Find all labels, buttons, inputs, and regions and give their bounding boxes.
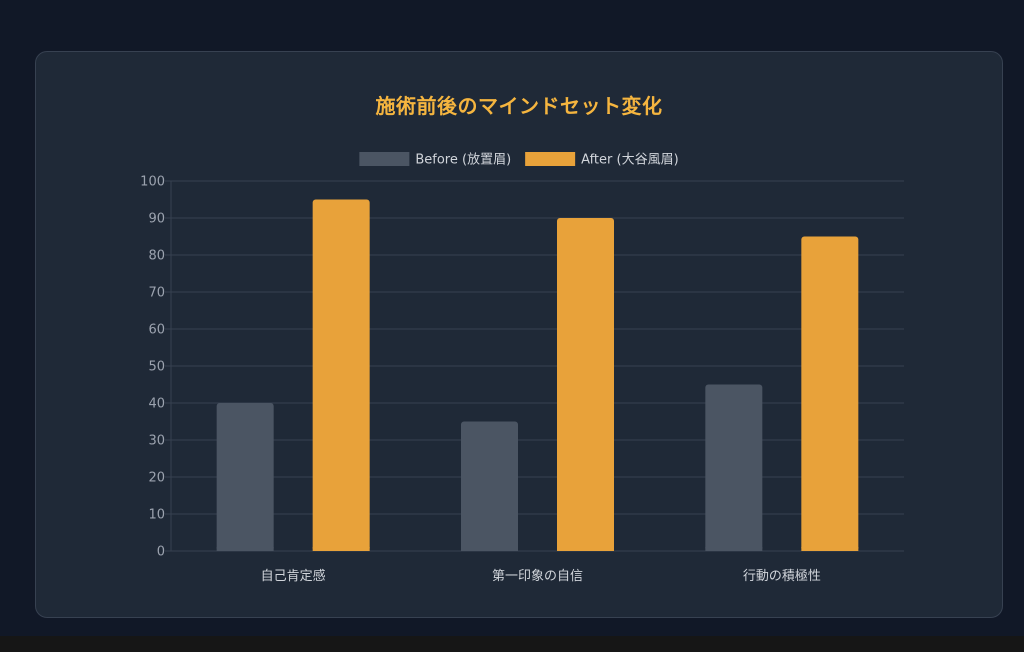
bar-before-base <box>705 547 763 551</box>
legend-label-after: After (大谷風眉) <box>581 153 679 168</box>
bottom-strip <box>0 636 1024 652</box>
y-tick-label: 50 <box>148 360 165 375</box>
x-category-label: 第一印象の自信 <box>492 569 583 584</box>
y-tick-label: 40 <box>148 397 165 412</box>
bar-before-base <box>216 547 274 551</box>
y-tick-label: 10 <box>148 508 165 523</box>
legend-label-before: Before (放置眉) <box>415 153 511 168</box>
chart-card: 施術前後のマインドセット変化 0 10 20 30 40 50 60 70 80 90 100 自己肯… <box>35 51 1003 618</box>
x-category-label: 自己肯定感 <box>261 568 326 584</box>
bar-after-base <box>557 547 614 551</box>
y-tick-label: 90 <box>148 212 165 227</box>
bar-after <box>557 218 614 551</box>
chart-title: 施術前後のマインドセット変化 <box>375 94 663 118</box>
bar-before <box>705 384 763 551</box>
bar-before <box>461 421 518 551</box>
bar-after <box>801 236 859 551</box>
legend-swatch-before <box>359 152 410 166</box>
legend: Before (放置眉) After (大谷風眉) <box>359 152 679 168</box>
y-tick-label: 60 <box>148 323 165 338</box>
bar-before <box>216 403 274 551</box>
y-tick-label: 0 <box>157 545 165 560</box>
y-tick-label: 20 <box>148 471 165 486</box>
bar-after <box>312 199 370 551</box>
y-tick-label: 100 <box>140 175 165 190</box>
bar-chart: 0 10 20 30 40 50 60 70 80 90 100 自己肯定感 第一印象の自信 行動の積極性… <box>140 152 904 584</box>
x-category-label: 行動の積極性 <box>743 568 821 584</box>
y-tick-label: 70 <box>148 286 165 301</box>
y-tick-label: 30 <box>148 434 165 449</box>
bar-before-base <box>461 547 518 551</box>
bar-after-base <box>312 547 370 551</box>
legend-swatch-after <box>525 152 576 166</box>
bar-after-base <box>801 547 859 551</box>
y-tick-label: 80 <box>148 249 165 264</box>
